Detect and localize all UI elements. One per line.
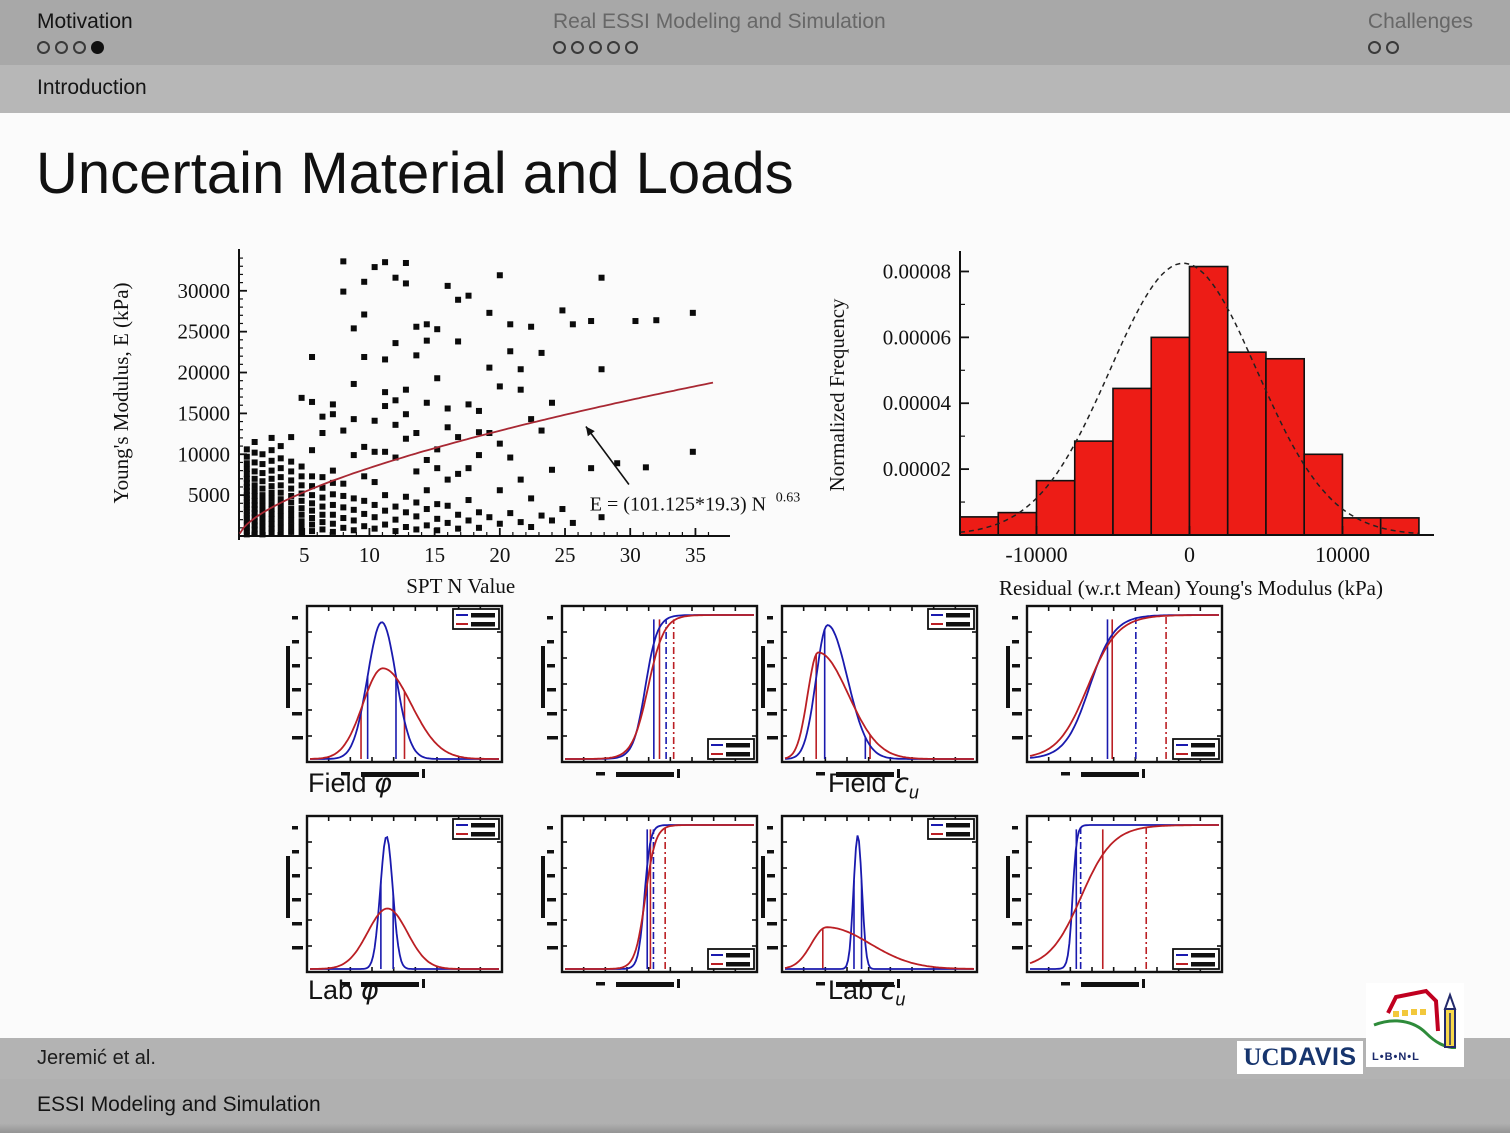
page-title: Uncertain Material and Loads (36, 141, 794, 206)
svg-text:15000: 15000 (178, 401, 231, 425)
nav-dot[interactable] (37, 41, 50, 54)
panel-label-field-phi: Field φ (308, 768, 392, 799)
footer-author: Jeremić et al. (37, 1047, 156, 1069)
panel-label-field-cu: Field cu (828, 768, 919, 803)
svg-text:20000: 20000 (178, 361, 231, 385)
nav-dots-challenges[interactable] (1367, 41, 1473, 59)
svg-text:E = (101.125*19.3) N: E = (101.125*19.3) N (590, 494, 766, 516)
nav-section-motivation[interactable]: Motivation (37, 10, 133, 59)
mini-plot-lab-phi-cdf (541, 814, 759, 988)
spt-scatter-chart: 5 10 15 20 25 30 35 5000 10000 15000 20000 25000 300… (110, 249, 801, 598)
nav-dots-real-essi[interactable] (553, 41, 886, 59)
mini-plot-lab-cu-pdf (761, 814, 979, 988)
svg-text:30: 30 (620, 543, 641, 567)
nav-dot[interactable] (589, 41, 602, 54)
panel-label-lab-phi: Lab φ (308, 975, 379, 1006)
svg-text:25000: 25000 (178, 320, 231, 344)
residual-histogram-chart: -10000 0 10000 0.00002 0.00004 0.00006 0.00008… (830, 251, 1434, 600)
svg-text:5: 5 (299, 543, 310, 567)
svg-text:0.00008: 0.00008 (883, 259, 951, 283)
svg-text:0.63: 0.63 (776, 491, 801, 506)
svg-text:-10000: -10000 (1005, 542, 1067, 567)
svg-text:Residual (w.r.t Mean) Young's: Residual (w.r.t Mean) Young's Modulus (k… (999, 576, 1383, 600)
nav-dot[interactable] (73, 41, 86, 54)
mini-plot-lab-cu-cdf (1006, 814, 1224, 988)
svg-text:10: 10 (359, 543, 380, 567)
svg-text:30000: 30000 (178, 279, 231, 303)
svg-text:SPT N Value: SPT N Value (406, 574, 515, 598)
nav-dot[interactable] (607, 41, 620, 54)
nav-section-label[interactable]: Motivation (37, 10, 133, 33)
nav-section-label[interactable]: Challenges (1367, 10, 1473, 33)
mini-plot-lab-phi-pdf (286, 814, 504, 988)
mini-plot-field-phi-cdf (541, 604, 759, 778)
nav-dot[interactable] (1385, 41, 1399, 54)
footer-title-bar: ESSI Modeling and Simulation (0, 1079, 1510, 1133)
nav-dot[interactable] (553, 41, 566, 54)
mini-plot-field-phi-pdf (286, 604, 504, 778)
svg-text:20: 20 (489, 543, 510, 567)
nav-dot[interactable] (625, 41, 638, 54)
nav-dot[interactable] (571, 41, 584, 54)
svg-text:35: 35 (685, 543, 706, 567)
svg-text:0.00002: 0.00002 (883, 457, 951, 481)
ucdavis-logo: UC DAVIS (1237, 1041, 1363, 1074)
lbnl-logo: L•B•N•L (1366, 983, 1464, 1067)
nav-dots-motivation[interactable] (37, 41, 133, 59)
panel-label-lab-cu: Lab cu (828, 975, 906, 1010)
lbnl-logo-text: L•B•N•L (1372, 1051, 1420, 1063)
svg-text:0.00004: 0.00004 (883, 391, 952, 415)
svg-text:10000: 10000 (178, 442, 231, 466)
nav-dot[interactable] (1367, 41, 1381, 54)
nav-section-label[interactable]: Real ESSI Modeling and Simulation (553, 10, 886, 33)
svg-text:Normalized Frequency: Normalized Frequency (830, 298, 849, 492)
svg-text:10000: 10000 (1315, 542, 1370, 567)
mini-plot-field-cu-cdf (1006, 604, 1224, 778)
svg-text:5000: 5000 (188, 483, 230, 507)
subsection-label: Introduction (37, 76, 147, 99)
svg-text:0: 0 (1184, 542, 1195, 567)
footer-presentation-title: ESSI Modeling and Simulation (37, 1093, 321, 1116)
nav-bar: Motivation Real ESSI Modeling and Simula… (0, 0, 1510, 65)
nav-dot[interactable] (55, 41, 68, 54)
nav-section-challenges[interactable]: Challenges (1367, 10, 1473, 59)
svg-text:25: 25 (555, 543, 576, 567)
svg-text:Young's Modulus, E (kPa): Young's Modulus, E (kPa) (110, 282, 133, 503)
svg-text:15: 15 (424, 543, 445, 567)
lbnl-logo-drawing (1373, 988, 1457, 1050)
svg-text:0.00006: 0.00006 (883, 325, 951, 349)
nav-section-real-essi[interactable]: Real ESSI Modeling and Simulation (553, 10, 886, 59)
subsection-bar: Introduction (0, 65, 1510, 113)
nav-dot[interactable] (91, 41, 104, 54)
mini-plot-field-cu-pdf (761, 604, 979, 778)
